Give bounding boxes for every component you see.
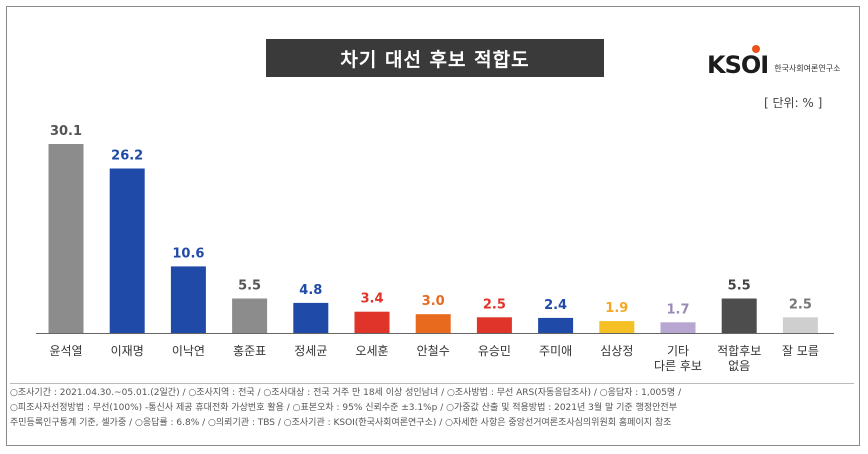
bar-11 <box>721 298 757 333</box>
bar-12 <box>782 317 818 333</box>
ksoi-logo: KSOI 한국사회여론연구소 <box>707 45 841 80</box>
logo-subtitle: 한국사회여론연구소 <box>774 63 841 73</box>
value-label-8: 2.4 <box>544 298 567 313</box>
bar-1 <box>109 168 145 333</box>
category-label-0: 윤석열 <box>49 344 82 358</box>
category-label-2: 이낙연 <box>172 344 205 358</box>
footnote-line-1: ○조사기간 : 2021.04.30.~05.01.(2일간) / ○조사지역 … <box>10 388 682 398</box>
category-label-11-line-0: 적합후보 <box>717 344 761 358</box>
bar-9 <box>599 321 635 333</box>
value-label-7: 2.5 <box>483 297 506 312</box>
category-label-6: 안철수 <box>417 344 450 358</box>
category-label-1: 이재명 <box>111 344 144 358</box>
category-label-12: 잘 모름 <box>782 344 819 358</box>
value-label-5: 3.4 <box>360 292 383 307</box>
bar-7 <box>476 317 512 333</box>
value-label-9: 1.9 <box>605 301 628 316</box>
category-label-8: 주미애 <box>539 344 572 358</box>
value-label-4: 4.8 <box>299 283 322 298</box>
value-label-6: 3.0 <box>422 294 445 309</box>
category-label-3: 홍준표 <box>233 344 266 358</box>
logo-mark: KSOI <box>707 45 769 79</box>
value-label-1: 26.2 <box>111 149 143 164</box>
bar-10 <box>660 322 696 333</box>
survey-footnote: ○조사기간 : 2021.04.30.~05.01.(2일간) / ○조사지역 … <box>10 383 854 441</box>
bar-4 <box>293 302 329 333</box>
category-label-5: 오세훈 <box>355 344 388 358</box>
category-label-11-line-1: 없음 <box>728 359 750 373</box>
chart-title: 차기 대선 후보 적합도 <box>266 39 604 77</box>
footnote-line-2: ○피조사자선정방법 : 무선(100%) -통신사 제공 휴대전화 가상번호 활… <box>10 403 677 413</box>
category-label-9: 심상정 <box>600 344 633 358</box>
category-label-4: 정세균 <box>294 344 327 358</box>
value-label-10: 1.7 <box>666 302 689 317</box>
logo-dot <box>752 45 760 53</box>
category-label-7: 유승민 <box>478 344 511 358</box>
bar-6 <box>415 314 451 333</box>
category-label-10-line-0: 기타 <box>667 344 689 358</box>
chart-frame <box>6 6 860 446</box>
bar-5 <box>354 311 390 333</box>
value-label-11: 5.5 <box>728 279 751 294</box>
bar-8 <box>538 317 574 333</box>
value-label-0: 30.1 <box>50 124 82 139</box>
footnote-line-3: 주민등록인구통계 기준, 셀가중 / ○응답률 : 6.8% / ○의뢰기관 :… <box>10 418 672 428</box>
unit-label: [ 단위: % ] <box>764 96 823 110</box>
value-label-12: 2.5 <box>789 297 812 312</box>
bar-0 <box>48 144 84 333</box>
bar-3 <box>232 298 268 333</box>
value-label-3: 5.5 <box>238 279 261 294</box>
bar-2 <box>170 266 206 333</box>
value-label-2: 10.6 <box>172 246 204 261</box>
category-label-10-line-1: 다른 후보 <box>654 359 702 373</box>
